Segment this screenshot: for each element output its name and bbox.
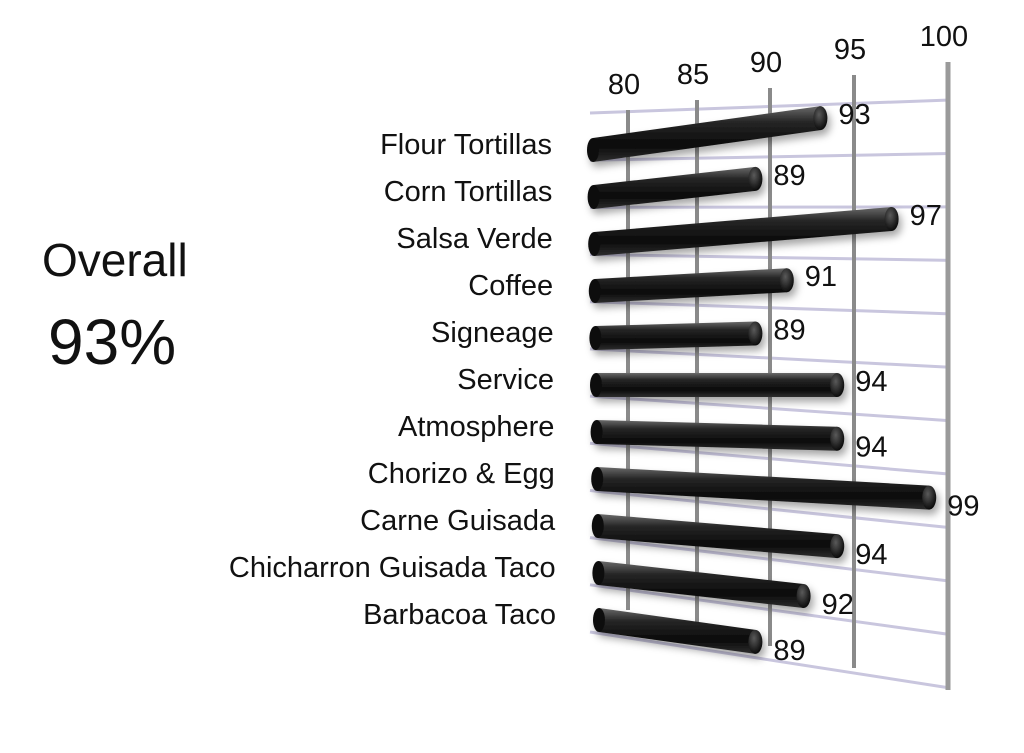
bar-end-cap (830, 534, 844, 558)
bar-end-cap (922, 486, 936, 510)
value-label: 94 (855, 366, 887, 398)
category-label: Service (457, 364, 554, 396)
bar-end-left (592, 561, 604, 585)
bar (588, 167, 763, 209)
bar-end-left (589, 326, 601, 350)
bar-body (596, 373, 837, 397)
bar-end-cap (797, 584, 811, 608)
bar-end-cap (830, 373, 844, 397)
value-label: 97 (910, 200, 942, 232)
value-label: 89 (773, 315, 805, 347)
category-label: Signeage (431, 317, 554, 349)
bar-end-cap (748, 322, 762, 346)
value-label: 91 (805, 261, 837, 293)
bar-end-left (592, 514, 604, 538)
bar-end-left (591, 467, 603, 491)
x-axis-ticks: 80 85 90 95 100 (608, 21, 968, 101)
bar-body (595, 268, 787, 303)
bar-end-left (588, 185, 600, 209)
value-label: 89 (773, 160, 805, 192)
category-label: Coffee (468, 270, 553, 302)
category-label: Salsa Verde (396, 223, 552, 255)
category-label: Carne Guisada (360, 505, 556, 537)
value-label: 94 (855, 539, 887, 571)
x-tick-label: 90 (750, 47, 782, 79)
bar-end-cap (813, 106, 827, 130)
category-label: Corn Tortillas (384, 176, 553, 208)
x-tick-label: 95 (834, 34, 866, 66)
bar-end-cap (830, 427, 844, 451)
value-label: 94 (855, 432, 887, 464)
bar-end-left (593, 608, 605, 632)
overall-value: 93% (48, 306, 176, 378)
category-labels: Flour Tortillas Corn Tortillas Salsa Verde… (229, 129, 556, 631)
bar-end-cap (780, 268, 794, 292)
category-label: Chorizo & Egg (368, 458, 555, 490)
bar-end-cap (885, 207, 899, 231)
bar-end-cap (748, 167, 762, 191)
value-label: 89 (773, 635, 805, 667)
value-label: 99 (947, 491, 979, 523)
value-label: 92 (822, 589, 854, 621)
overall-label: Overall (42, 234, 188, 286)
bar-end-cap (748, 630, 762, 654)
bar (589, 322, 762, 350)
category-label: Atmosphere (398, 411, 554, 443)
category-label: Flour Tortillas (380, 129, 552, 161)
bar-end-left (591, 420, 603, 444)
x-tick-label: 80 (608, 69, 640, 101)
value-label: 93 (838, 99, 870, 131)
bar-body (594, 167, 756, 209)
category-label: Chicharron Guisada Taco (229, 552, 556, 584)
bar-end-left (588, 232, 600, 256)
bar (587, 106, 827, 162)
bar (590, 373, 844, 397)
bar-body (597, 467, 929, 510)
bar (591, 467, 936, 510)
bar-body (595, 322, 755, 350)
category-label: Barbacoa Taco (363, 599, 556, 631)
bar-end-left (587, 138, 599, 162)
x-tick-label: 100 (920, 21, 968, 53)
bar (589, 268, 794, 303)
bar-end-left (589, 279, 601, 303)
x-tick-label: 85 (677, 59, 709, 91)
bar-body (598, 514, 837, 558)
bar-end-left (590, 373, 602, 397)
bar-body (594, 207, 891, 256)
